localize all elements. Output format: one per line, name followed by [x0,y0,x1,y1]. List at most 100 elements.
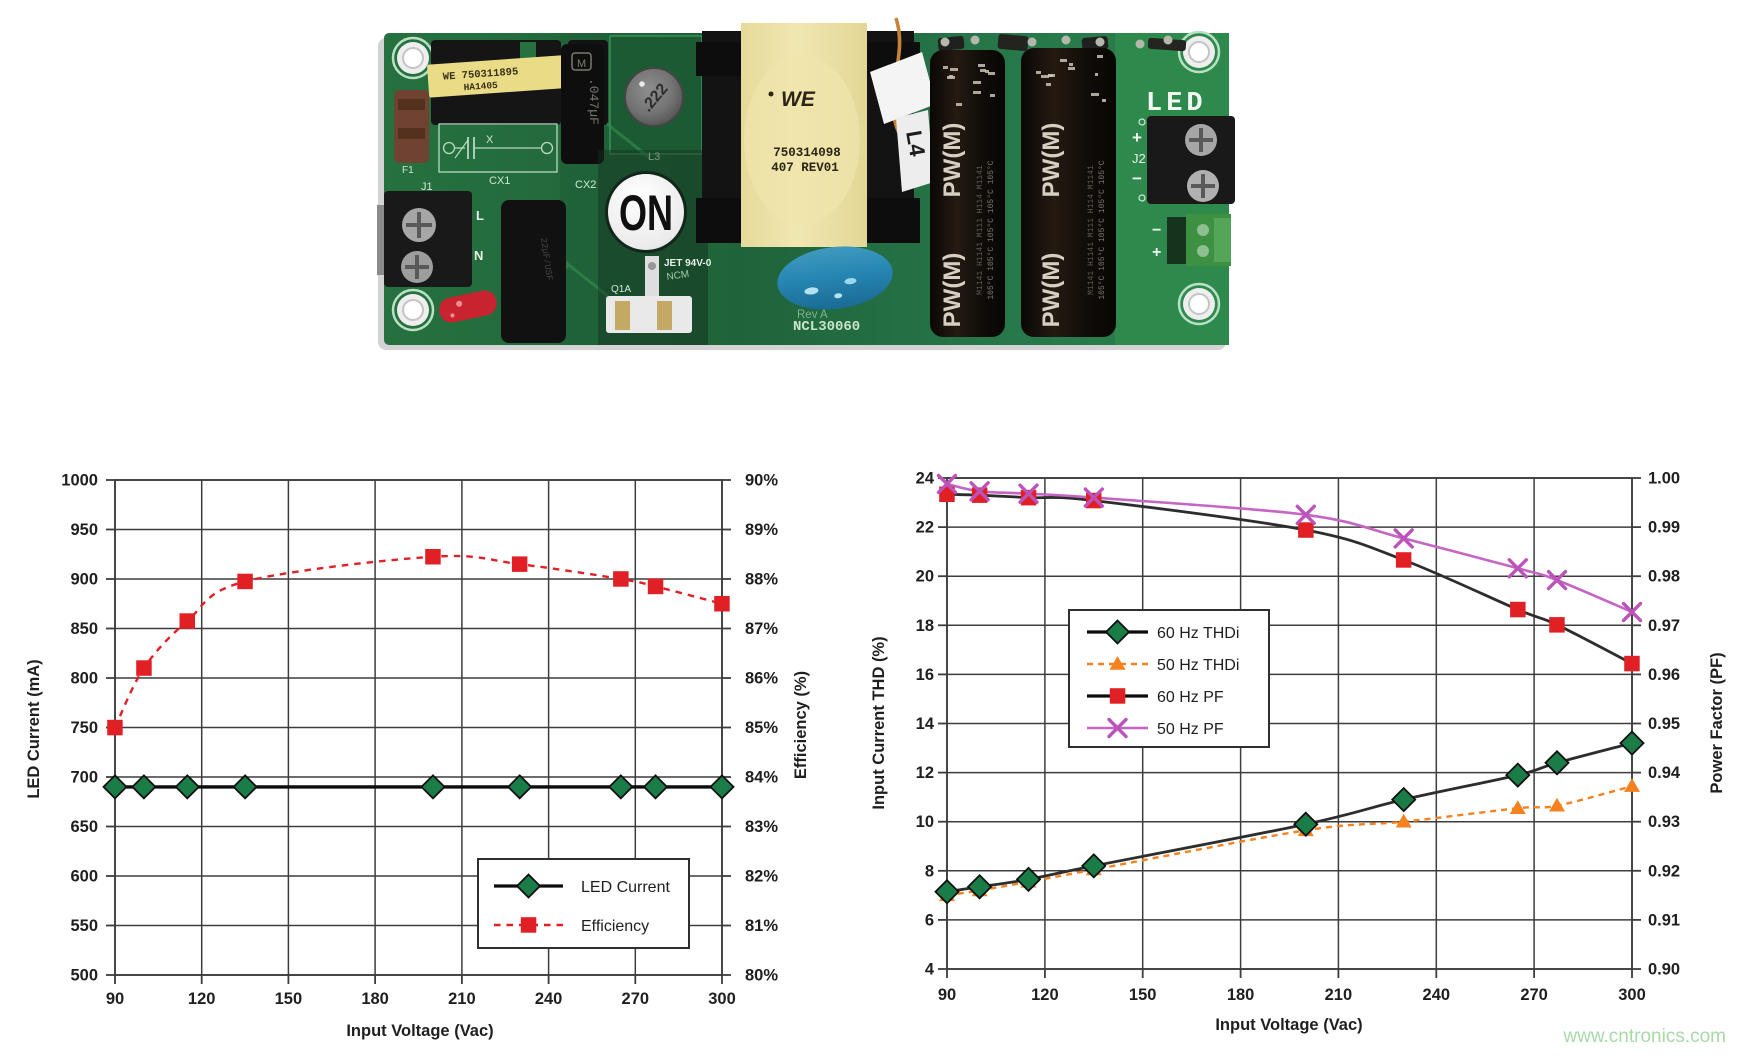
svg-text:Efficiency (%): Efficiency (%) [792,671,810,779]
svg-text:J1: J1 [421,181,433,193]
svg-text:CX2: CX2 [575,179,596,191]
svg-text:300: 300 [1618,986,1646,1004]
svg-text:0.99: 0.99 [1648,519,1680,537]
svg-text:Rev A: Rev A [797,309,828,321]
svg-text:0.97: 0.97 [1648,617,1680,635]
svg-text:82%: 82% [745,868,778,886]
svg-text:180: 180 [361,990,389,1008]
svg-text:ON: ON [619,185,673,241]
svg-text:22: 22 [916,519,934,537]
svg-text:8: 8 [925,862,934,880]
svg-text:HA1405: HA1405 [463,80,498,93]
svg-text:600: 600 [70,868,98,886]
svg-text:M1141 H1141 M111 H114 M1141: M1141 H1141 M111 H114 M1141 [976,165,985,295]
svg-text:87%: 87% [745,620,778,638]
svg-text:NCL30060: NCL30060 [793,319,860,335]
svg-text:83%: 83% [745,818,778,836]
svg-text:0.92: 0.92 [1648,862,1680,880]
svg-text:750314098: 750314098 [773,146,841,160]
svg-text:89%: 89% [745,521,778,539]
svg-text:60 Hz PF: 60 Hz PF [1157,689,1224,706]
svg-text:120: 120 [188,990,216,1008]
svg-text:4: 4 [925,961,935,979]
svg-text:Power Factor (PF): Power Factor (PF) [1708,652,1726,793]
svg-text:407 REV01: 407 REV01 [771,161,839,175]
svg-text:80%: 80% [745,967,778,985]
svg-text:90: 90 [106,990,124,1008]
svg-text:120: 120 [1031,986,1059,1004]
svg-text:85%: 85% [745,719,778,737]
svg-text:Efficiency: Efficiency [581,918,649,935]
svg-text:270: 270 [1520,986,1548,1004]
svg-text:Input Voltage (Vac): Input Voltage (Vac) [1215,1016,1362,1034]
svg-text:86%: 86% [745,670,778,688]
svg-text:750: 750 [70,719,98,737]
svg-text:850: 850 [70,620,98,638]
svg-text:90: 90 [938,986,956,1004]
svg-text:84%: 84% [745,769,778,787]
svg-text:180: 180 [1227,986,1255,1004]
svg-text:F1: F1 [402,165,414,176]
svg-text:PW(M): PW(M) [939,123,966,198]
svg-text:1000: 1000 [61,472,98,490]
svg-text:0.91: 0.91 [1648,911,1680,929]
svg-text:50 Hz THDi: 50 Hz THDi [1157,657,1239,674]
svg-text:210: 210 [1325,986,1353,1004]
svg-text:0.95: 0.95 [1648,715,1680,733]
svg-text:0.98: 0.98 [1648,568,1680,586]
svg-text:+: + [1152,244,1161,261]
svg-text:550: 550 [70,917,98,935]
svg-text:PW(M): PW(M) [1038,253,1065,328]
svg-text:88%: 88% [745,571,778,589]
svg-text:210: 210 [448,990,476,1008]
svg-text:−: − [1132,169,1142,188]
svg-text:240: 240 [535,990,563,1008]
svg-text:LED Current (mA): LED Current (mA) [25,659,43,798]
svg-text:J2: J2 [1132,151,1146,166]
svg-text:300: 300 [708,990,736,1008]
svg-text:−: − [1152,222,1161,239]
svg-text:0.93: 0.93 [1648,813,1680,831]
svg-text:16: 16 [916,666,934,684]
svg-text:24: 24 [916,470,935,488]
svg-text:Q1A: Q1A [611,284,631,295]
svg-text:L: L [476,208,484,223]
svg-text:N: N [474,248,483,263]
svg-text:150: 150 [1129,986,1157,1004]
svg-text:12: 12 [916,764,934,782]
svg-text:150: 150 [275,990,303,1008]
svg-text:LED: LED [1146,89,1207,119]
svg-text:650: 650 [70,818,98,836]
svg-text:WE 750311895: WE 750311895 [442,66,518,83]
svg-text:60 Hz THDi: 60 Hz THDi [1157,625,1239,642]
svg-text:NCM: NCM [666,269,690,283]
svg-text:50 Hz PF: 50 Hz PF [1157,721,1224,738]
svg-text:L3: L3 [648,151,660,163]
svg-text:JET 94V-0: JET 94V-0 [664,258,712,269]
svg-text:CX1: CX1 [489,175,510,187]
svg-text:Input Current THD (%): Input Current THD (%) [870,636,888,809]
svg-text:950: 950 [70,521,98,539]
svg-text:270: 270 [622,990,650,1008]
svg-text:500: 500 [70,967,98,985]
svg-text:PW(M): PW(M) [1038,123,1065,198]
svg-text:90%: 90% [745,472,778,490]
svg-text:0.90: 0.90 [1648,961,1680,979]
svg-text:105°C 105°C 105°C 105°C 105°C: 105°C 105°C 105°C 105°C 105°C [987,160,996,299]
svg-text:LED Current: LED Current [581,879,670,896]
svg-text:20: 20 [916,568,934,586]
svg-text:14: 14 [916,715,935,733]
svg-text:.047µF: .047µF [586,78,601,125]
svg-text:1.00: 1.00 [1648,470,1680,488]
svg-text:www.cntronics.com: www.cntronics.com [1562,1026,1726,1047]
svg-text:Input Voltage (Vac): Input Voltage (Vac) [346,1022,493,1040]
svg-text:M: M [577,58,586,70]
svg-text:900: 900 [70,571,98,589]
svg-text:10: 10 [916,813,934,831]
svg-text:X: X [486,134,494,146]
svg-text:105°C 105°C 105°C 105°C 105°C: 105°C 105°C 105°C 105°C 105°C [1098,160,1107,299]
svg-text:18: 18 [916,617,934,635]
svg-text:6: 6 [925,911,934,929]
svg-text:+: + [1132,128,1142,147]
svg-text:WE: WE [781,88,816,111]
